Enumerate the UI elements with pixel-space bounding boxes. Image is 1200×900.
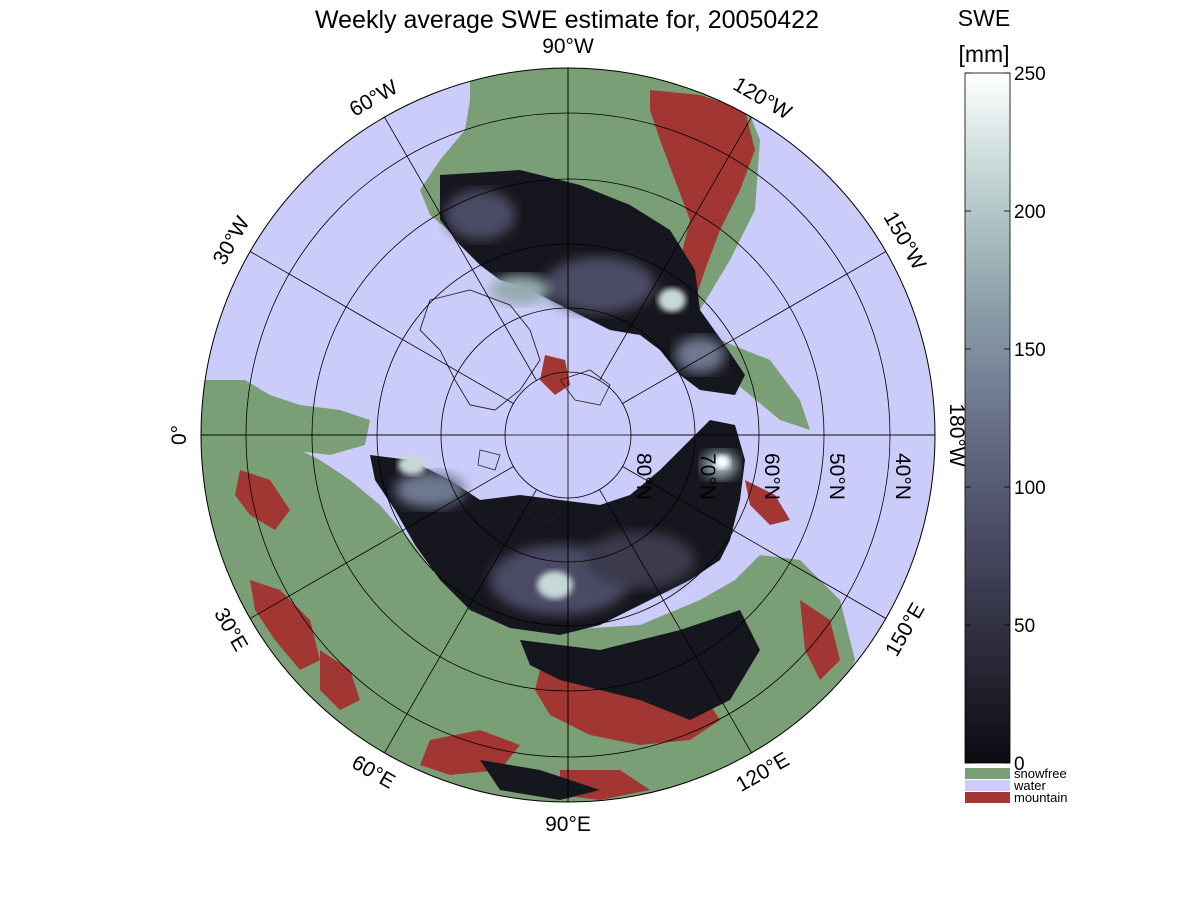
legend-swatch-mountain [965,792,1010,803]
meridian-line [249,251,514,404]
latitude-label: 40°N [891,453,914,500]
colorbar-ticks: 0 50 100 150 200 250 [965,64,1046,775]
meridian-line [599,489,752,754]
map-title: Weekly average SWE estimate for, 2005042… [315,6,819,34]
longitude-label: 90°W [542,35,594,58]
colorbar-title-line2: [mm] [958,41,1009,67]
legend-swatch-snowfree [965,768,1010,779]
longitude-label: 60°E [348,751,399,794]
colorbar-gradient [964,72,1011,764]
latitude-label: 80°N [632,453,655,500]
map-border [200,67,936,803]
snow-cover-north-america [440,170,745,395]
legend-swatch-water [965,780,1010,791]
snow-cover-eurasia [370,420,760,800]
meridian-line [384,489,537,754]
longitude-label: 180°W [945,403,968,466]
latitude-label: 70°N [696,453,719,500]
meridian-line [384,116,537,381]
meridian-line [599,116,752,381]
latitude-label: 50°N [825,453,848,500]
colorbar-tick-label: 100 [1014,478,1046,499]
colorbar-title-line1: SWE [958,5,1010,31]
arctic-islands-outline [477,369,611,526]
legend-label-snowfree: snowfree [1014,766,1067,781]
graticule [201,68,935,802]
colorbar-tick-label: 50 [1014,616,1035,637]
meridian-line [249,466,514,619]
colorbar: SWE [mm] 0 50 100 150 200 250 snowfreewatermo… [958,5,1068,805]
longitude-label: 30°E [209,604,252,655]
colorbar-tick-label: 0 [1014,754,1025,775]
colorbar-tick-label: 200 [1014,202,1046,223]
colorbar-tick-label: 150 [1014,340,1046,361]
legend-label-water: water [1013,778,1046,793]
meridian-line [622,466,887,619]
longitude-label: 90°E [545,813,591,836]
longitude-label: 0° [168,425,191,445]
polar-map [201,68,935,802]
legend-label-mountain: mountain [1014,790,1067,805]
meridian-line [622,251,887,404]
colorbar-tick-label: 250 [1014,64,1046,85]
latitude-label: 60°N [760,453,783,500]
latitude-labels: 80°N 70°N 60°N 50°N 40°N [632,453,914,500]
